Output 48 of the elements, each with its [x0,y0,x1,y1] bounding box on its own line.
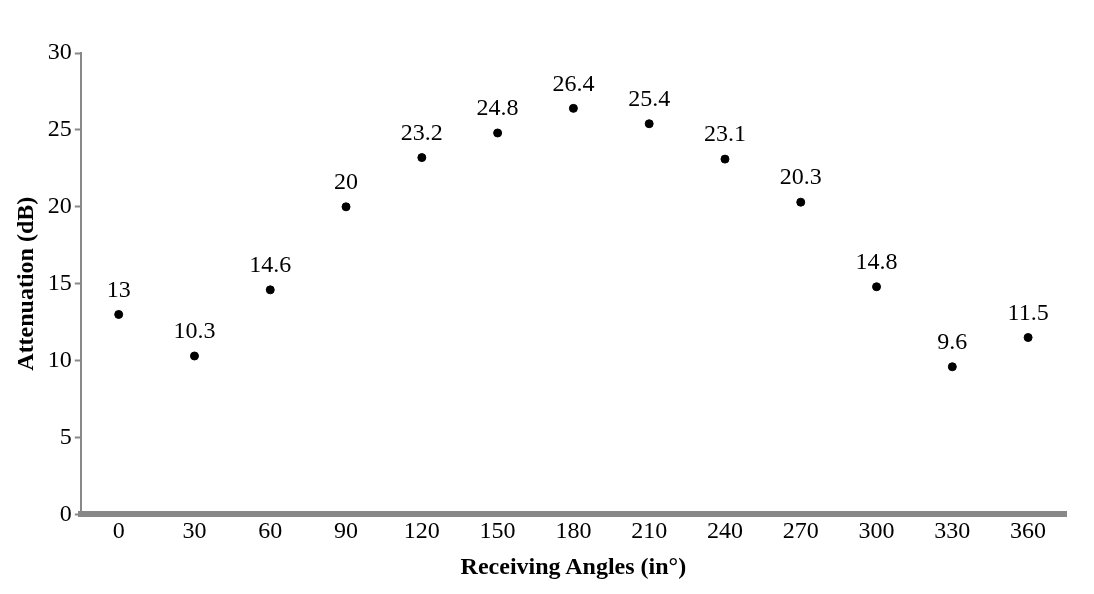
point [189,351,199,361]
data-label: 13 [106,275,131,302]
y-axis-title: Attenuation (dB) [11,196,38,371]
point [568,103,578,113]
x-tick-label: 90 [334,517,359,544]
point [644,119,654,129]
data-label: 25.4 [628,85,671,112]
x-tick-label: 120 [403,517,440,544]
point [341,202,351,212]
point [114,309,124,319]
x-tick-label: 30 [182,517,207,544]
data-label: 10.3 [173,317,216,344]
x-tick-label: 210 [631,517,668,544]
data-label: 26.4 [552,69,595,96]
x-tick-label: 270 [782,517,819,544]
y-tick-label: 30 [47,38,72,65]
x-tick-label: 150 [479,517,516,544]
point [796,197,806,207]
y-tick-label: 10 [47,345,72,372]
data-label: 23.2 [400,118,443,145]
x-tick-label: 330 [934,517,971,544]
data-label: 23.1 [703,120,746,147]
point [947,362,957,372]
y-tick-label: 5 [59,422,72,449]
y-tick-label: 20 [47,192,72,219]
point [872,282,882,292]
x-tick-label: 180 [555,517,592,544]
data-label: 20.3 [779,163,822,190]
x-tick-label: 240 [706,517,743,544]
x-tick-label: 360 [1010,517,1047,544]
point [265,285,275,295]
x-axis-title: Receiving Angles (in°) [460,552,687,579]
data-label: 14.8 [855,248,898,275]
data-label: 24.8 [476,94,519,121]
x-tick-label: 0 [112,517,125,544]
x-tick-label: 300 [858,517,895,544]
x-tick-label: 60 [258,517,283,544]
point [720,154,730,164]
point [1023,333,1033,343]
y-tick-label: 0 [59,499,72,526]
y-tick-label: 25 [47,115,72,142]
y-tick-label: 15 [47,269,72,295]
point [493,128,503,138]
point [417,153,427,163]
data-label: 11.5 [1007,298,1049,325]
data-label: 14.6 [249,251,292,278]
data-label: 9.6 [937,328,968,355]
data-label: 20 [334,168,359,195]
